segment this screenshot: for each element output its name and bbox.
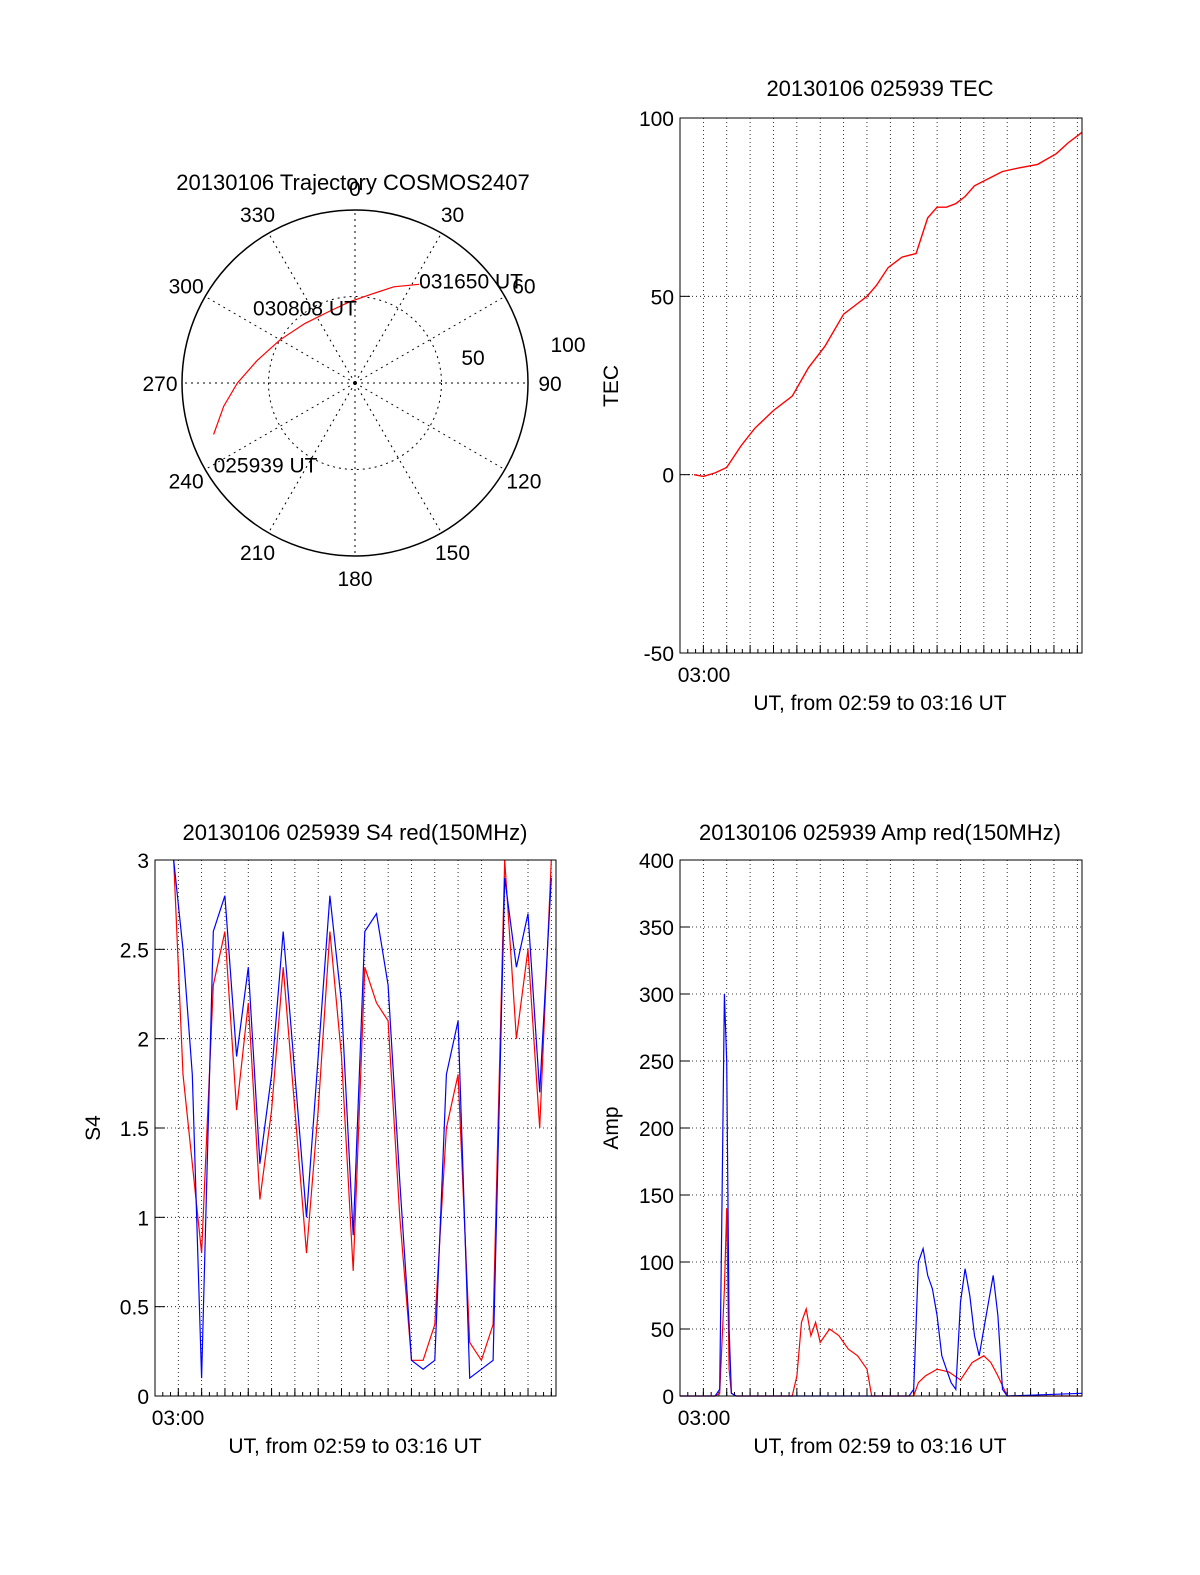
amp-x-axis-label: UT, from 02:59 to 03:16 UT <box>753 1435 1006 1458</box>
amp-blue-series-line <box>680 993 1083 1397</box>
amp-y-tick-labels: 0 50 100 150 200 250 300 350 400 <box>639 850 674 1409</box>
y-tick-label: 150 <box>639 1185 674 1208</box>
s4-plot-frame <box>154 859 557 1397</box>
s4-y-tick-labels: 0 0.5 1 1.5 2 2.5 3 <box>120 850 149 1409</box>
polar-azimuth-label: 180 <box>337 568 372 591</box>
s4-title: 20130106 025939 S4 red(150MHz) <box>183 820 528 845</box>
amp-title: 20130106 025939 Amp red(150MHz) <box>699 820 1061 845</box>
tec-plot-frame <box>679 117 1083 654</box>
y-tick-label: 100 <box>639 108 674 131</box>
tec-grid <box>679 117 1082 654</box>
polar-ring <box>268 296 442 470</box>
tec-chart: 20130106 025939 TEC -50 0 50 100 03:00 UT, … <box>600 76 1083 715</box>
s4-blue-series-line <box>173 859 552 1380</box>
tec-y-tick-labels: -50 0 50 100 <box>639 108 674 666</box>
polar-azimuth-label: 60 <box>512 276 535 299</box>
polar-spoke <box>268 232 356 384</box>
amp-x-tick-label: 03:00 <box>678 1407 731 1430</box>
polar-azimuth-label: 30 <box>441 204 464 227</box>
polar-radial-label: 50 <box>461 347 484 370</box>
polar-azimuth-label: 300 <box>169 276 204 299</box>
polar-spoke <box>354 296 506 384</box>
y-tick-label: 50 <box>651 286 674 309</box>
y-tick-label: 0 <box>662 1386 674 1409</box>
polar-spoke <box>268 382 356 534</box>
y-tick-label: 100 <box>639 1252 674 1275</box>
y-tick-label: 2 <box>137 1029 149 1052</box>
polar-azimuth-label: 210 <box>240 542 275 565</box>
polar-spoke <box>354 382 506 470</box>
s4-grid <box>154 859 556 1397</box>
s4-x-tick-label: 03:00 <box>152 1407 205 1430</box>
tec-y-axis-label: TEC <box>600 365 623 407</box>
tec-title: 20130106 025939 TEC <box>766 76 993 101</box>
trajectory-annotation: 031650 UT <box>419 270 523 293</box>
y-tick-label: -50 <box>644 643 674 666</box>
polar-spoke <box>204 296 356 384</box>
polar-azimuth-label: 150 <box>435 542 470 565</box>
y-tick-label: 0.5 <box>120 1297 149 1320</box>
polar-azimuth-label: 330 <box>240 204 275 227</box>
polar-radial-label: 100 <box>550 334 585 357</box>
polar-grid <box>181 209 529 557</box>
polar-spoke <box>354 232 442 384</box>
amp-chart: 20130106 025939 Amp red(150MHz) 0 50 100 15… <box>600 820 1083 1458</box>
trajectory-chart: 20130106 Trajectory COSMOS2407 0 30 60 90 12… <box>142 170 585 591</box>
trajectory-annotations: 025939 UT 030808 UT 031650 UT <box>214 270 524 477</box>
polar-azimuth-label: 270 <box>142 373 177 396</box>
polar-azimuth-label: 90 <box>538 373 561 396</box>
s4-y-axis-label: S4 <box>82 1115 105 1141</box>
y-tick-label: 1.5 <box>120 1118 149 1141</box>
trajectory-track <box>213 283 420 435</box>
y-tick-label: 50 <box>651 1319 674 1342</box>
y-tick-label: 300 <box>639 984 674 1007</box>
polar-spoke <box>204 382 356 470</box>
trajectory-annotation: 030808 UT <box>253 297 357 320</box>
polar-azimuth-label: 120 <box>506 471 541 494</box>
tec-series-line <box>693 131 1083 478</box>
s4-x-axis-label: UT, from 02:59 to 03:16 UT <box>228 1435 481 1458</box>
y-tick-label: 1 <box>137 1207 149 1230</box>
y-tick-label: 0 <box>137 1386 149 1409</box>
polar-azimuth-labels: 0 30 60 90 120 150 180 210 240 270 300 330 <box>142 178 561 591</box>
polar-azimuth-label: 0 <box>349 178 361 201</box>
tec-x-tick-label: 03:00 <box>678 664 731 687</box>
polar-outer-circle <box>181 209 529 557</box>
amp-plot-frame <box>679 859 1083 1397</box>
polar-azimuth-label: 240 <box>169 471 204 494</box>
polar-radial-labels: 50 100 <box>461 334 585 370</box>
amp-grid <box>679 859 1082 1397</box>
s4-chart: 20130106 025939 S4 red(150MHz) 0 0.5 1 1.5 2… <box>82 820 557 1458</box>
amp-red-series-line <box>680 1208 1082 1397</box>
y-tick-label: 400 <box>639 850 674 873</box>
polar-spoke <box>354 382 442 534</box>
trajectory-annotation: 025939 UT <box>214 454 318 477</box>
y-tick-label: 2.5 <box>120 939 149 962</box>
trajectory-title: 20130106 Trajectory COSMOS2407 <box>176 170 529 195</box>
tec-x-axis-label: UT, from 02:59 to 03:16 UT <box>753 692 1006 715</box>
y-tick-label: 0 <box>662 465 674 488</box>
y-tick-label: 3 <box>137 850 149 873</box>
y-tick-label: 200 <box>639 1118 674 1141</box>
y-tick-label: 250 <box>639 1051 674 1074</box>
amp-y-axis-label: Amp <box>600 1106 623 1149</box>
y-tick-label: 350 <box>639 917 674 940</box>
s4-red-series-line <box>173 859 552 1362</box>
